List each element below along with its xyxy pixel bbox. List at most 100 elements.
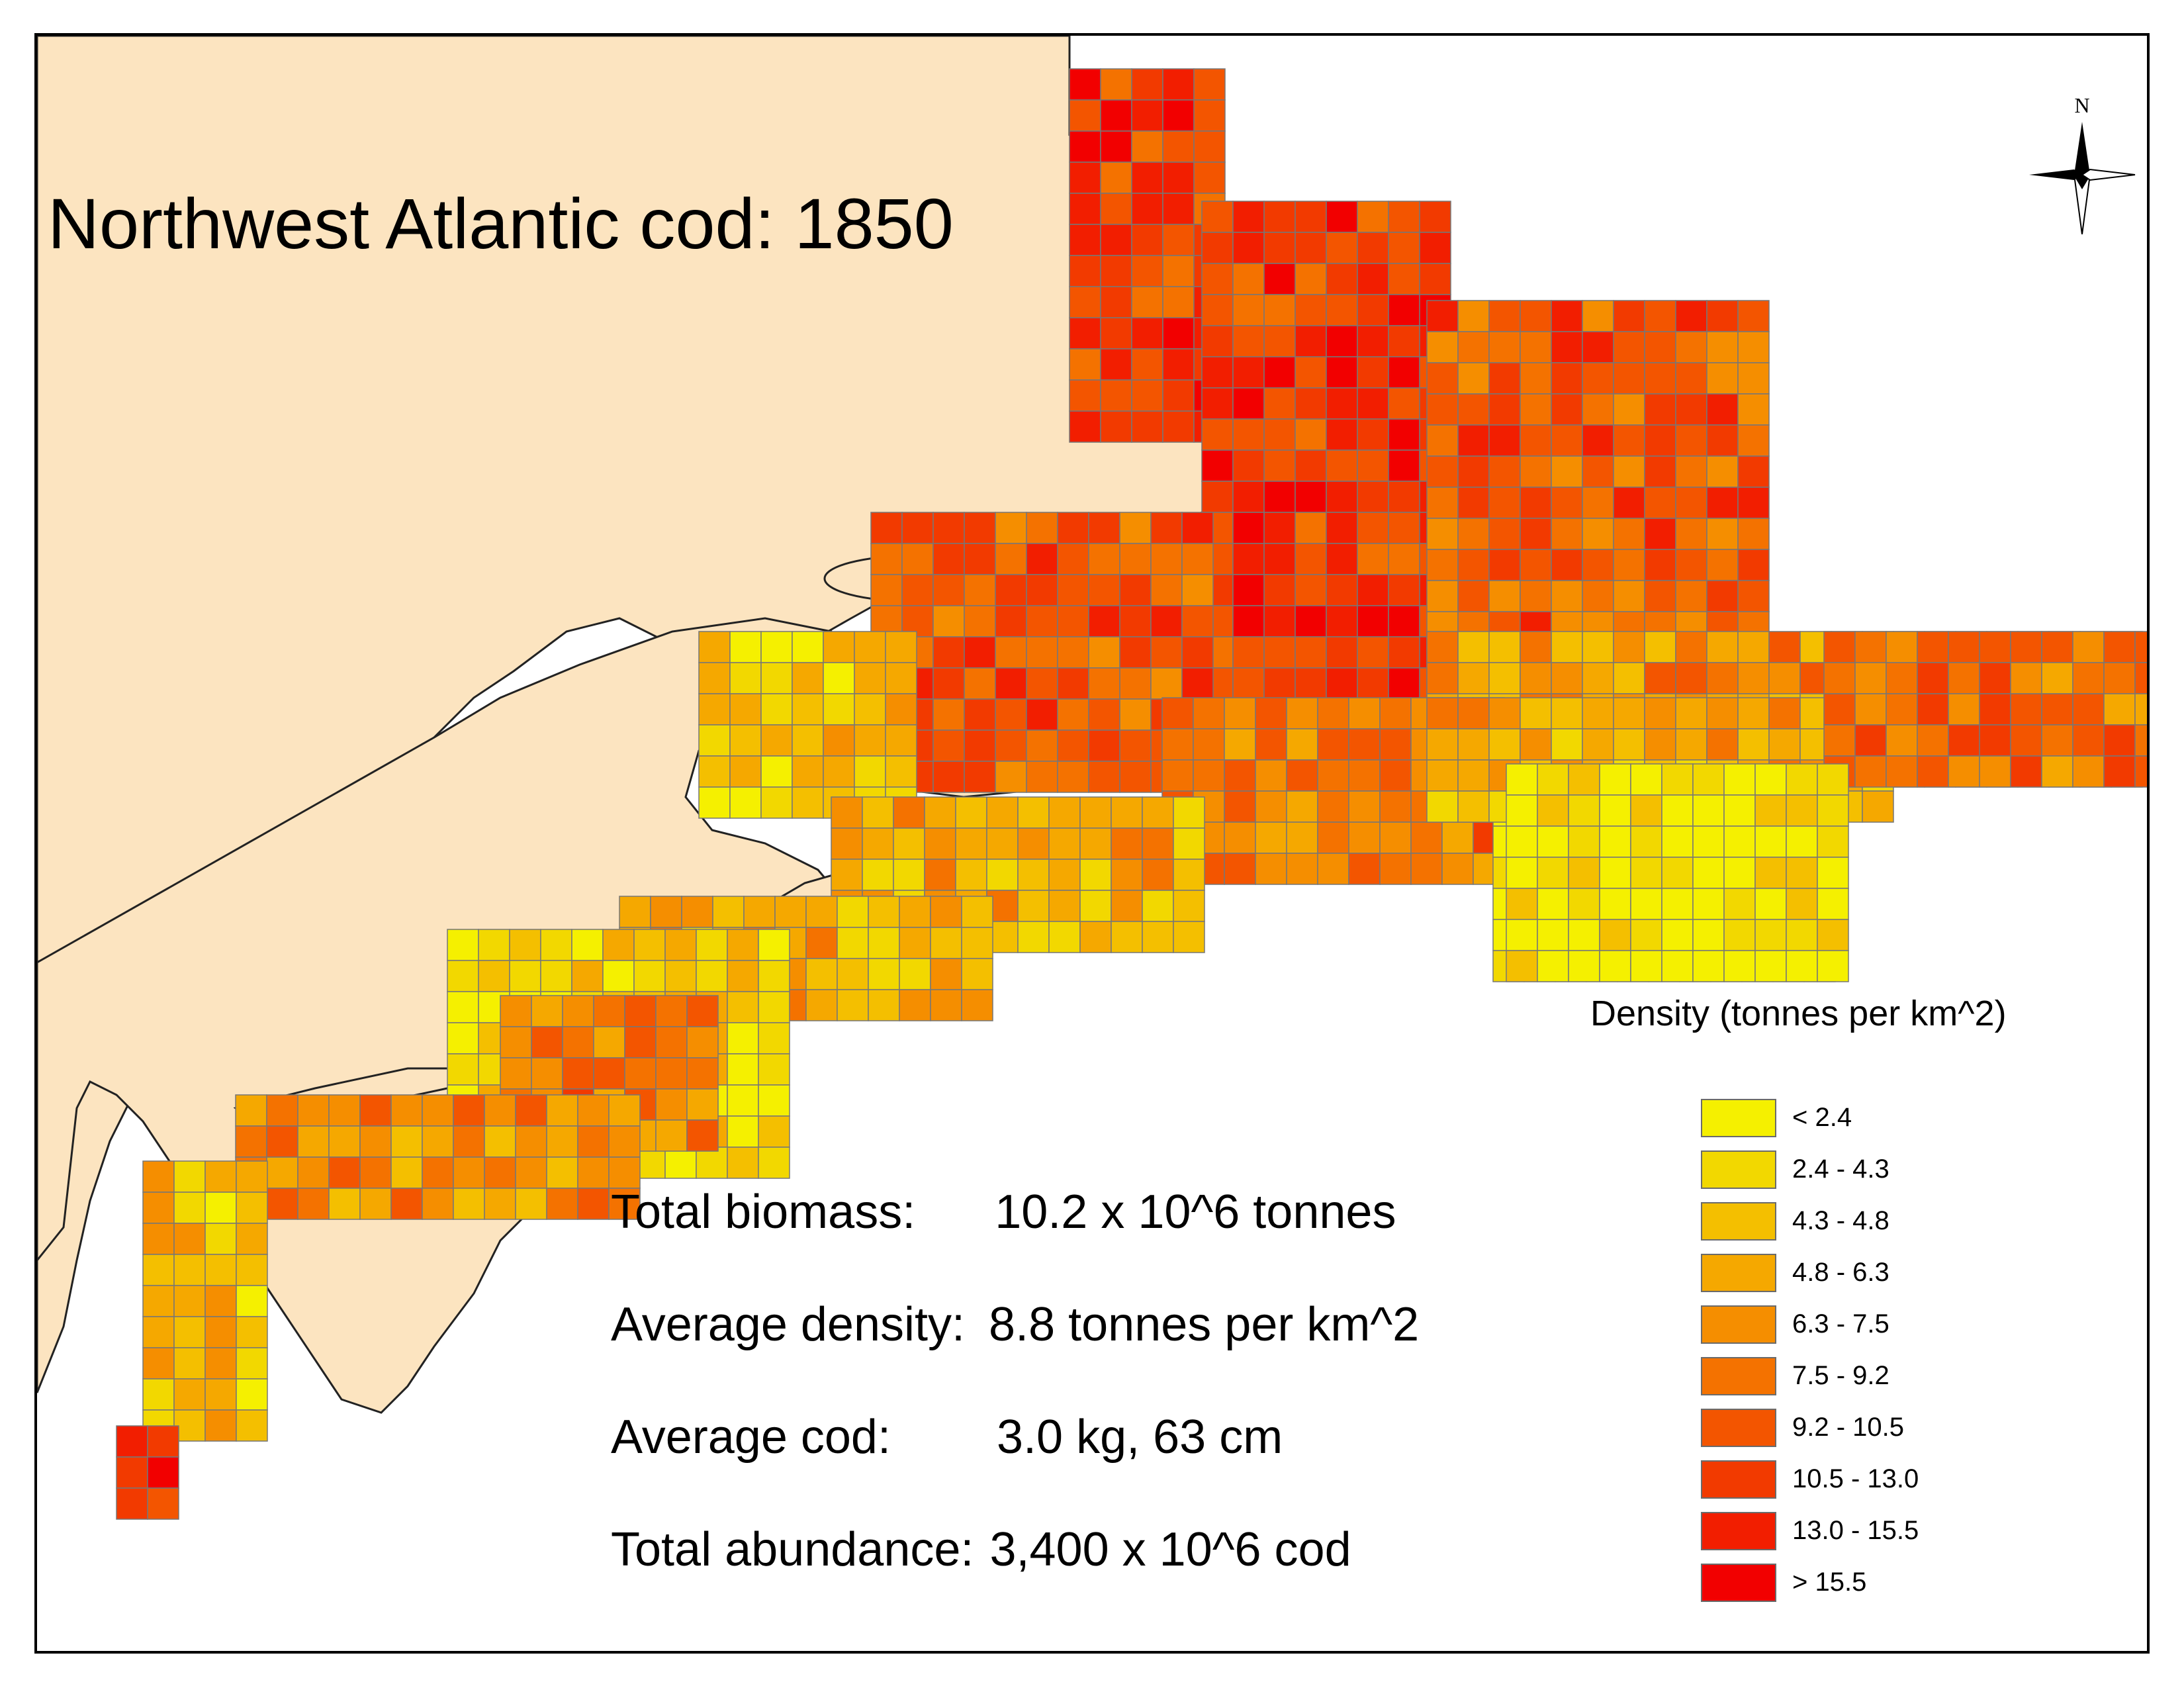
density-cell (142, 1160, 175, 1193)
density-cell (1644, 487, 1676, 519)
density-cell (1520, 487, 1552, 519)
legend-label: 2.4 - 4.3 (1792, 1154, 1889, 1184)
density-cell (1131, 410, 1163, 443)
density-cell (698, 755, 731, 788)
density-cell (1119, 729, 1152, 762)
density-cell (1706, 455, 1739, 488)
density-cell (1551, 697, 1583, 729)
stat-label: Total abundance: (611, 1523, 974, 1576)
density-cell (1426, 362, 1459, 395)
density-cell (1854, 693, 1887, 726)
density-cell (1173, 827, 1205, 860)
density-cell (1457, 362, 1490, 395)
density-cell (173, 1160, 206, 1193)
density-cell (1069, 255, 1101, 287)
stat-label: Average density: (611, 1298, 966, 1351)
density-cell (1457, 631, 1490, 663)
density-cell (1069, 410, 1101, 443)
density-cell (1181, 512, 1214, 544)
density-cell (1263, 294, 1296, 326)
density-cell (1348, 821, 1381, 854)
density-cell (1348, 728, 1381, 761)
density-cell (1410, 853, 1443, 885)
density-cell (1661, 919, 1694, 951)
density-cell (1644, 393, 1676, 426)
density-cell (986, 827, 1019, 860)
density-cell (142, 1347, 175, 1380)
density-cell (986, 859, 1019, 891)
density-cell (1069, 379, 1101, 412)
density-cell (1568, 763, 1600, 796)
density-cell (664, 1147, 697, 1179)
density-cell (854, 755, 886, 788)
density-cell (655, 1088, 688, 1121)
density-cell (1111, 827, 1143, 860)
density-cell (173, 1192, 206, 1224)
density-cell (1162, 224, 1195, 256)
legend-label: 4.8 - 6.3 (1792, 1258, 1889, 1287)
density-cell (650, 896, 682, 928)
density-cell (1142, 827, 1174, 860)
density-cell (1263, 543, 1296, 575)
density-cell (1917, 662, 1949, 694)
density-cell (964, 729, 996, 762)
density-cell (1131, 99, 1163, 132)
density-cell (1088, 761, 1120, 793)
density-cell (1520, 300, 1552, 332)
density-cell (1181, 543, 1214, 575)
density-cell (602, 960, 635, 992)
density-cell (1232, 325, 1265, 357)
density-cell (899, 989, 931, 1021)
density-cell (961, 958, 993, 990)
density-cell (1817, 763, 1849, 796)
density-cell (1388, 263, 1420, 295)
density-cell (608, 1125, 641, 1158)
density-cell (1537, 919, 1569, 951)
density-cell (1582, 331, 1614, 363)
density-cell (2010, 755, 2042, 788)
density-cell (870, 512, 903, 544)
density-cell (792, 755, 824, 788)
density-cell (1069, 162, 1101, 194)
density-cell (1551, 631, 1583, 663)
density-cell (1675, 697, 1707, 729)
density-cell (1520, 393, 1552, 426)
density-cell (1644, 728, 1676, 761)
density-cell (1551, 424, 1583, 457)
density-cell (964, 636, 996, 669)
density-cell (1088, 512, 1120, 544)
density-cell (1232, 201, 1265, 233)
density-cell (696, 960, 728, 992)
density-cell (1737, 424, 1770, 457)
density-cell (1613, 455, 1645, 488)
density-cell (1551, 487, 1583, 519)
density-cell (1388, 356, 1420, 389)
map-title: Northwest Atlantic cod: 1850 (48, 183, 954, 263)
density-cell (686, 995, 719, 1027)
density-cell (1599, 825, 1631, 858)
density-cell (1457, 424, 1490, 457)
density-cell (1150, 543, 1183, 575)
density-cell (1661, 763, 1694, 796)
density-cell (1119, 698, 1152, 731)
density-cell (885, 631, 917, 663)
density-cell (1026, 605, 1058, 637)
density-cell (1488, 300, 1521, 332)
density-cell (1295, 512, 1327, 544)
density-cell (1162, 410, 1195, 443)
density-cell (484, 1156, 516, 1189)
density-cell (1661, 825, 1694, 858)
density-cell (422, 1125, 454, 1158)
density-cell (995, 729, 1027, 762)
density-cell (933, 636, 965, 669)
density-cell (1317, 759, 1349, 792)
density-cell (1768, 728, 1801, 761)
density-cell (1488, 455, 1521, 488)
density-cell (729, 631, 762, 663)
density-cell (837, 927, 869, 959)
density-cell (1057, 761, 1089, 793)
density-cell (964, 543, 996, 575)
legend-label: > 15.5 (1792, 1568, 1867, 1597)
density-cell (562, 1026, 594, 1058)
density-cell (1426, 580, 1459, 612)
